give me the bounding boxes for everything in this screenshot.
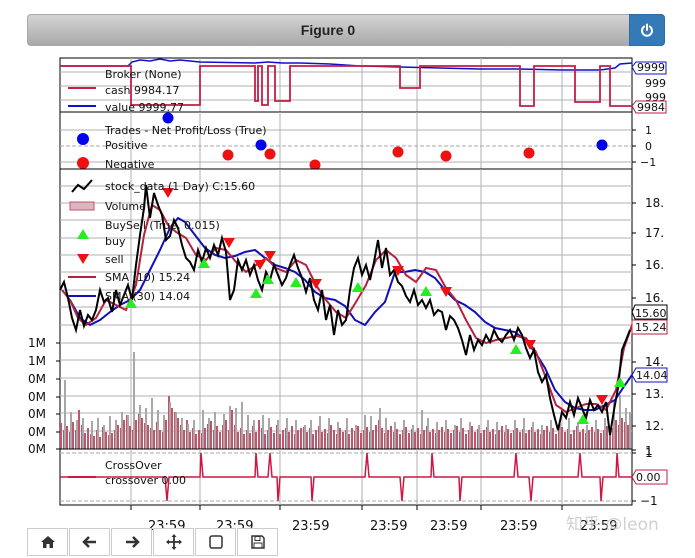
back-button[interactable]: [69, 528, 110, 556]
crossover-legend-title: CrossOver: [105, 459, 162, 472]
crossover-tick-neg1: −1: [640, 494, 658, 508]
forward-button[interactable]: [111, 528, 152, 556]
stock-data-label: stock_data (1 Day) C:15.60: [105, 180, 255, 193]
watermark: 知乎 @leon: [566, 515, 659, 530]
volume-bars: [60, 352, 631, 449]
price-panel: stock_data (1 Day) C:15.60 Volume BuySel…: [28, 168, 668, 458]
navigation-toolbar: [27, 528, 279, 558]
sma30-label: SMA (30) 14.04: [105, 290, 190, 303]
volume-tick-2: 1M: [28, 354, 46, 368]
volume-label: Volume: [105, 200, 146, 213]
x-tick-2: 23:59: [216, 519, 253, 530]
sma10-tag: 15.24: [635, 321, 667, 334]
trades-axis-tick-neg1: −1: [640, 156, 656, 169]
x-tick-4: 23:59: [370, 519, 407, 530]
price-tick-4: 16.: [645, 291, 664, 305]
buy-label: buy: [105, 235, 126, 248]
home-button[interactable]: [27, 528, 68, 556]
x-axis: 23:59 23:59 23:59 23:59 23:59 23:59 23:5…: [130, 505, 617, 530]
zoom-rect-button[interactable]: [195, 528, 236, 556]
arrow-left-icon: [81, 536, 96, 548]
buy-legend-marker: [77, 229, 89, 239]
crossover-panel: CrossOver crossover 0.00 1 −1 0.00: [59, 446, 668, 508]
close-price-tag: 15.60: [635, 307, 667, 320]
figure-titlebar: Figure 0: [27, 14, 665, 46]
price-tick-7: 12.: [645, 419, 664, 433]
crossover-tick-1: 1: [645, 446, 653, 460]
close-legend-swatch: [71, 179, 93, 193]
trades-legend-title: Trades - Net Profit/Loss (True): [104, 124, 267, 137]
x-tick-5: 23:59: [430, 519, 467, 530]
figure-title: Figure 0: [300, 22, 356, 38]
sell-legend-marker: [77, 254, 89, 264]
broker-panel: Broker (None) cash 9984.17 value 9999.77…: [59, 57, 667, 114]
crossover-value-tag: 0.00: [636, 471, 661, 484]
square-icon: [208, 535, 223, 549]
save-button[interactable]: [237, 528, 278, 556]
x-tick-7: 23:59: [580, 519, 617, 530]
sma30-tag: 14.04: [636, 369, 668, 382]
price-tick-8: 1: [645, 444, 653, 458]
trades-positive-label: Positive: [105, 139, 148, 152]
close-figure-button[interactable]: [629, 14, 665, 46]
price-tick-6: 13.: [645, 387, 664, 401]
broker-cash-label: cash 9984.17: [105, 84, 179, 97]
volume-tick-3: 0M: [28, 372, 46, 386]
trades-axis-tick-0: 0: [645, 140, 652, 153]
broker-legend-title: Broker (None): [105, 68, 182, 81]
negative-legend-marker: [77, 157, 89, 169]
sma10-label: SMA (10) 15.24: [105, 271, 190, 284]
trades-negative-label: Negative: [105, 158, 155, 171]
x-tick-6: 23:59: [500, 519, 537, 530]
sell-label: sell: [105, 253, 124, 266]
x-tick-3: 23:59: [292, 519, 329, 530]
volume-tick-7: 0M: [28, 442, 46, 456]
price-tick-5: 14.: [645, 355, 664, 369]
trades-axis-tick-1: 1: [645, 124, 652, 137]
trades-panel: Trades - Net Profit/Loss (True) Positive…: [59, 111, 656, 171]
floppy-icon: [250, 535, 265, 549]
broker-value-label: value 9999.77: [105, 101, 184, 114]
move-icon: [165, 534, 182, 550]
volume-legend-swatch: [69, 201, 95, 211]
pan-button[interactable]: [153, 528, 194, 556]
volume-tick-1: 1M: [28, 336, 46, 350]
broker-cash-tag: 9984: [637, 101, 665, 114]
x-tick-1: 23:59: [148, 519, 185, 530]
figure-canvas[interactable]: Broker (None) cash 9984.17 value 9999.77…: [0, 50, 695, 530]
volume-tick-6: 0M: [28, 425, 46, 439]
power-icon: [641, 23, 653, 37]
broker-axis-tick-1: 999: [645, 77, 666, 90]
volume-tick-5: 0M: [28, 407, 46, 421]
price-tick-3: 16.: [645, 258, 664, 272]
home-icon: [40, 536, 55, 548]
arrow-right-icon: [125, 536, 140, 548]
broker-value-tag: 9999: [637, 61, 665, 74]
price-legend: stock_data (1 Day) C:15.60 Volume BuySel…: [68, 179, 255, 303]
positive-legend-marker: [77, 133, 89, 145]
crossover-value-label: crossover 0.00: [105, 474, 186, 487]
buysell-label: BuySell (True, 0.015): [105, 219, 220, 232]
price-tick-1: 18.: [645, 196, 664, 210]
volume-tick-4: 0M: [28, 390, 46, 404]
price-tick-2: 17.: [645, 226, 664, 240]
